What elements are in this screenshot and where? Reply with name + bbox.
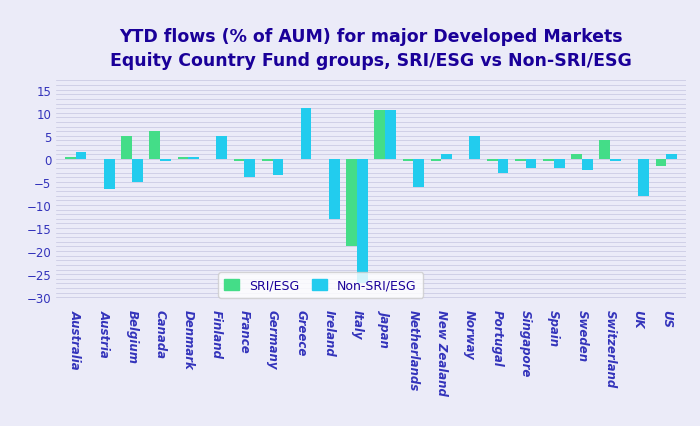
Bar: [554, 159, 564, 169]
Bar: [470, 136, 480, 159]
Bar: [121, 136, 132, 159]
Bar: [262, 159, 272, 162]
Bar: [104, 159, 115, 190]
Bar: [374, 111, 385, 159]
Bar: [272, 159, 284, 176]
Bar: [301, 109, 312, 159]
Bar: [487, 159, 498, 162]
Bar: [610, 159, 621, 162]
Bar: [402, 159, 413, 162]
Bar: [244, 159, 255, 178]
Bar: [132, 159, 143, 182]
Bar: [526, 159, 536, 169]
Bar: [216, 136, 227, 159]
Bar: [76, 153, 86, 159]
Bar: [666, 155, 677, 159]
Bar: [430, 159, 441, 162]
Bar: [160, 159, 171, 162]
Bar: [178, 157, 188, 159]
Bar: [582, 159, 593, 171]
Bar: [498, 159, 508, 173]
Bar: [571, 155, 582, 159]
Bar: [329, 159, 340, 219]
Bar: [234, 159, 244, 162]
Bar: [357, 159, 368, 284]
Legend: SRI/ESG, Non-SRI/ESG: SRI/ESG, Non-SRI/ESG: [218, 273, 423, 298]
Bar: [515, 159, 526, 162]
Title: YTD flows (% of AUM) for major Developed Markets
Equity Country Fund groups, SRI: YTD flows (% of AUM) for major Developed…: [110, 28, 632, 69]
Bar: [638, 159, 649, 196]
Bar: [149, 132, 160, 159]
Bar: [543, 159, 554, 162]
Bar: [656, 159, 666, 167]
Bar: [599, 141, 610, 159]
Bar: [385, 111, 396, 159]
Bar: [441, 155, 452, 159]
Bar: [188, 157, 199, 159]
Bar: [346, 159, 357, 247]
Bar: [413, 159, 424, 187]
Bar: [65, 157, 76, 159]
